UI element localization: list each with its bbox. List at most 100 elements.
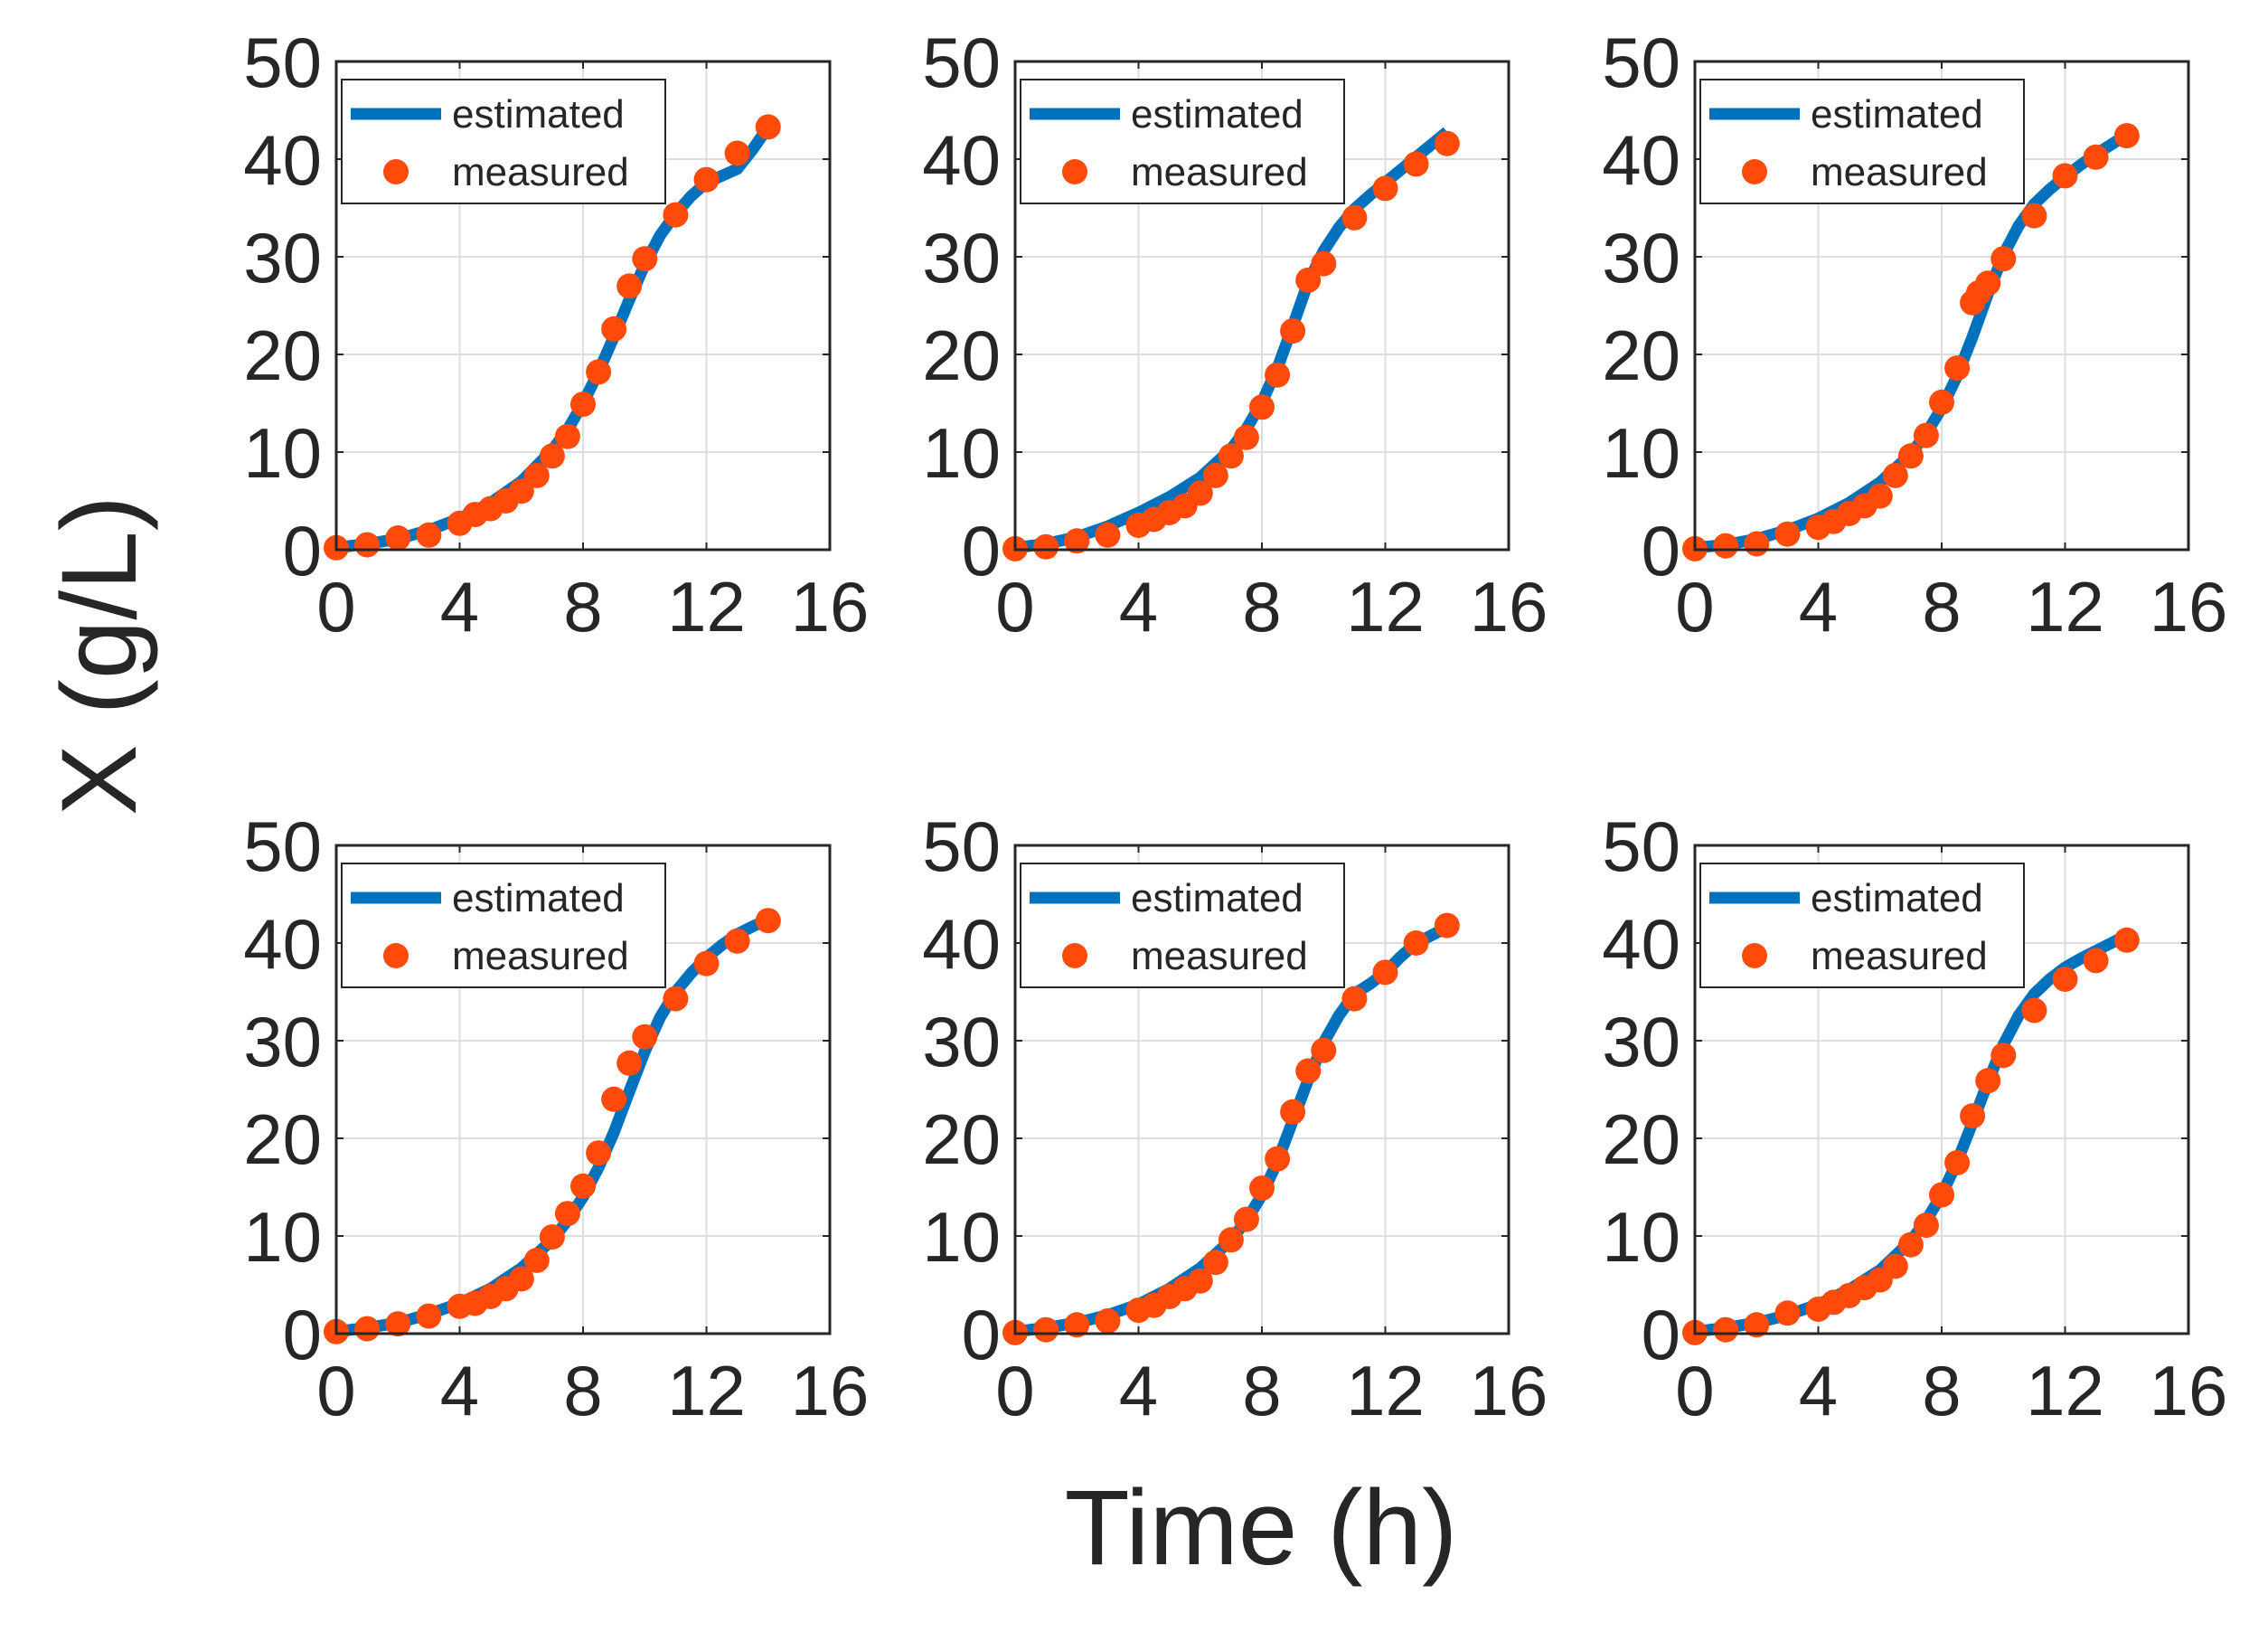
measured-point xyxy=(1064,528,1090,554)
x-tick-label: 12 xyxy=(1346,1351,1425,1430)
measured-point xyxy=(586,359,612,385)
x-tick-label: 12 xyxy=(2026,567,2104,646)
measured-point xyxy=(1249,1175,1275,1202)
legend-marker-swatch xyxy=(1742,159,1767,184)
measured-point xyxy=(570,391,596,418)
legend-label-measured: measured xyxy=(1811,150,1988,194)
x-tick-label: 4 xyxy=(1119,1351,1158,1430)
legend-marker-swatch xyxy=(383,943,409,968)
measured-point xyxy=(1372,959,1398,986)
measured-point xyxy=(1975,270,2001,297)
legend: estimated measured xyxy=(1699,79,2025,204)
measured-point xyxy=(616,1050,643,1076)
measured-point xyxy=(1202,462,1228,488)
measured-point xyxy=(1744,531,1770,557)
axes-box xyxy=(1013,60,1510,552)
subplot-5: 0 4 8 12 16 0 10 20 30 40 50 estimated measured xyxy=(922,807,1548,1430)
x-tick-label: 0 xyxy=(316,567,355,646)
subplot-grid: 0 4 8 12 16 0 10 20 30 40 50 estimated measured 0 4 8 12… xyxy=(243,23,2227,1430)
measured-point xyxy=(1990,1042,2017,1069)
measured-point xyxy=(385,1311,411,1337)
y-tick-label: 0 xyxy=(283,511,322,590)
legend-label-measured: measured xyxy=(1131,150,1308,194)
y-tick-label: 10 xyxy=(922,1197,1001,1277)
measured-point xyxy=(1372,175,1398,202)
y-tick-label: 30 xyxy=(243,218,322,297)
x-tick-label: 16 xyxy=(1470,567,1548,646)
y-tick-label: 40 xyxy=(243,904,322,984)
estimated-line xyxy=(1014,127,1451,554)
measured-point xyxy=(1280,1099,1306,1125)
measured-point xyxy=(354,1316,381,1342)
measured-point xyxy=(1233,424,1259,450)
legend-marker-swatch xyxy=(1742,943,1767,968)
y-tick-label: 10 xyxy=(1602,413,1680,493)
measured-point xyxy=(1403,930,1429,956)
measured-point xyxy=(693,166,720,193)
measured-point xyxy=(1774,1300,1801,1326)
x-tick-label: 12 xyxy=(2026,1351,2104,1430)
measured-point xyxy=(2113,927,2140,953)
legend: estimated measured xyxy=(1699,863,2025,988)
y-tick-label: 30 xyxy=(922,218,1001,297)
y-tick-label: 20 xyxy=(1602,316,1680,395)
measured-point xyxy=(1233,1206,1259,1232)
measured-point xyxy=(1033,1316,1059,1343)
measured-point xyxy=(2083,948,2109,974)
y-tick-label: 0 xyxy=(1642,511,1680,590)
measured-point xyxy=(416,522,442,548)
y-tick-label: 40 xyxy=(922,904,1001,984)
y-tick-label: 30 xyxy=(243,1002,322,1081)
measured-point xyxy=(1249,394,1275,420)
y-tick-label: 30 xyxy=(922,1002,1001,1081)
measured-point xyxy=(1033,533,1059,560)
y-tick-label: 0 xyxy=(962,1295,1001,1374)
measured-point xyxy=(1280,318,1306,344)
measured-point xyxy=(2083,144,2109,170)
measured-point xyxy=(1434,130,1460,156)
measured-point xyxy=(1897,443,1924,469)
measured-point xyxy=(1929,1182,1954,1208)
legend-marker-swatch xyxy=(1062,159,1087,184)
measured-point xyxy=(2021,203,2047,229)
legend: estimated measured xyxy=(1020,79,1345,204)
measured-point xyxy=(1095,1308,1121,1334)
measured-point xyxy=(2052,967,2078,992)
axes-box xyxy=(1693,60,2190,552)
axes-box xyxy=(1013,844,1510,1335)
y-tick-label: 40 xyxy=(1602,904,1680,984)
y-tick-label: 10 xyxy=(243,1197,322,1277)
y-tick-label: 40 xyxy=(243,120,322,200)
y-tick-label: 20 xyxy=(922,1099,1001,1179)
measured-point xyxy=(1774,521,1801,547)
measured-point xyxy=(508,1266,534,1292)
x-tick-label: 4 xyxy=(1799,567,1838,646)
measured-point xyxy=(1095,522,1121,548)
x-tick-label: 0 xyxy=(1675,567,1714,646)
legend-label-estimated: estimated xyxy=(1131,92,1303,137)
legend-label-measured: measured xyxy=(1811,934,1988,978)
measured-point xyxy=(2113,123,2140,149)
y-tick-label: 20 xyxy=(243,316,322,395)
x-tick-label: 16 xyxy=(1470,1351,1548,1430)
x-tick-label: 0 xyxy=(995,1351,1034,1430)
x-tick-label: 8 xyxy=(563,1351,602,1430)
legend-label-estimated: estimated xyxy=(1811,876,1983,920)
measured-point xyxy=(632,246,658,272)
y-tick-label: 50 xyxy=(922,807,1001,886)
x-tick-label: 8 xyxy=(1242,567,1281,646)
measured-point xyxy=(2021,997,2047,1024)
y-tick-label: 20 xyxy=(1602,1099,1680,1179)
legend: estimated measured xyxy=(341,863,666,988)
measured-point xyxy=(1713,1316,1739,1343)
y-tick-label: 0 xyxy=(283,1295,322,1374)
measured-point xyxy=(755,908,781,934)
measured-point xyxy=(554,423,580,449)
y-tick-label: 50 xyxy=(243,23,322,102)
measured-point xyxy=(1897,1231,1924,1258)
x-tick-label: 16 xyxy=(791,1351,870,1430)
legend-label-estimated: estimated xyxy=(1131,876,1303,920)
measured-point xyxy=(1882,1253,1908,1279)
measured-point xyxy=(632,1024,658,1050)
